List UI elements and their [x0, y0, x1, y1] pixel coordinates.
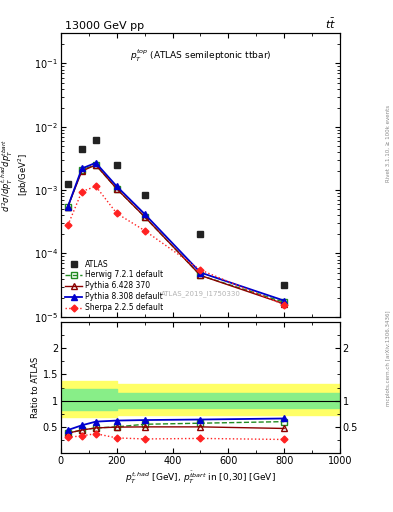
Sherpa 2.2.5 default — [66, 222, 70, 228]
Y-axis label: Ratio to ATLAS: Ratio to ATLAS — [31, 357, 40, 418]
Pythia 6.428 370 — [198, 272, 203, 279]
Pythia 8.308 default — [142, 211, 147, 217]
ATLAS — [114, 162, 119, 168]
Line: ATLAS: ATLAS — [65, 137, 287, 288]
Pythia 6.428 370 — [114, 186, 119, 192]
Sherpa 2.2.5 default — [94, 183, 98, 189]
Pythia 6.428 370 — [282, 301, 286, 307]
Text: $p_T^{top}$ (ATLAS semileptonic ttbar): $p_T^{top}$ (ATLAS semileptonic ttbar) — [130, 48, 271, 64]
Pythia 6.428 370 — [66, 203, 70, 209]
ATLAS — [94, 137, 98, 143]
ATLAS — [282, 282, 286, 288]
Sherpa 2.2.5 default — [142, 227, 147, 233]
Pythia 6.428 370 — [79, 168, 84, 174]
Pythia 6.428 370 — [94, 162, 98, 168]
Pythia 8.308 default — [282, 297, 286, 304]
Line: Pythia 8.308 default: Pythia 8.308 default — [65, 160, 287, 304]
Text: mcplots.cern.ch [arXiv:1306.3436]: mcplots.cern.ch [arXiv:1306.3436] — [386, 311, 391, 406]
ATLAS — [79, 146, 84, 152]
Herwig 7.2.1 default — [94, 162, 98, 168]
Herwig 7.2.1 default — [142, 214, 147, 220]
ATLAS — [66, 181, 70, 187]
Herwig 7.2.1 default — [282, 299, 286, 305]
Pythia 6.428 370 — [142, 214, 147, 220]
Herwig 7.2.1 default — [79, 167, 84, 173]
Text: Rivet 3.1.10, ≥ 100k events: Rivet 3.1.10, ≥ 100k events — [386, 105, 391, 182]
X-axis label: $p_T^{t,had}$ [GeV], $p_T^{\bar{t}bar{t}}$ in [0,30] [GeV]: $p_T^{t,had}$ [GeV], $p_T^{\bar{t}bar{t}… — [125, 470, 276, 486]
Legend: ATLAS, Herwig 7.2.1 default, Pythia 6.428 370, Pythia 8.308 default, Sherpa 2.2.: ATLAS, Herwig 7.2.1 default, Pythia 6.42… — [65, 259, 164, 313]
Sherpa 2.2.5 default — [198, 267, 203, 273]
Pythia 8.308 default — [66, 203, 70, 209]
Line: Sherpa 2.2.5 default: Sherpa 2.2.5 default — [66, 184, 286, 307]
Line: Herwig 7.2.1 default: Herwig 7.2.1 default — [65, 162, 287, 305]
ATLAS — [142, 191, 147, 198]
Text: $t\bar{t}$: $t\bar{t}$ — [325, 16, 336, 31]
Line: Pythia 6.428 370: Pythia 6.428 370 — [65, 162, 287, 307]
Herwig 7.2.1 default — [198, 272, 203, 279]
Text: ATLAS_2019_I1750330: ATLAS_2019_I1750330 — [160, 290, 241, 297]
Sherpa 2.2.5 default — [114, 210, 119, 217]
Sherpa 2.2.5 default — [79, 188, 84, 195]
Pythia 8.308 default — [79, 165, 84, 172]
Text: 13000 GeV pp: 13000 GeV pp — [65, 20, 144, 31]
Pythia 8.308 default — [114, 183, 119, 189]
ATLAS — [198, 231, 203, 238]
Herwig 7.2.1 default — [114, 186, 119, 192]
Y-axis label: $d^2\sigma / d p_T^{t,had} d p_T^{\bar{t}bar{t}}$
[pb/GeV$^2$]: $d^2\sigma / d p_T^{t,had} d p_T^{\bar{t… — [0, 138, 31, 211]
Pythia 8.308 default — [94, 160, 98, 166]
Sherpa 2.2.5 default — [282, 302, 286, 308]
Pythia 8.308 default — [198, 269, 203, 275]
Herwig 7.2.1 default — [66, 203, 70, 209]
